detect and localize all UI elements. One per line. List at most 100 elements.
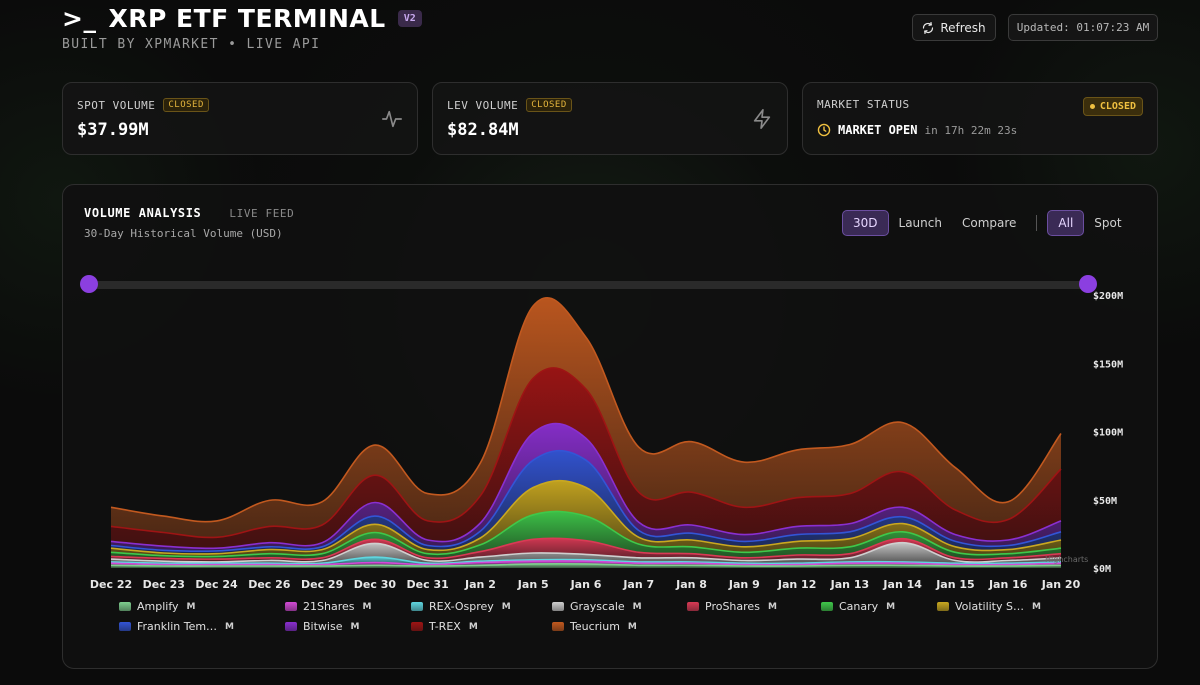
legend-swatch <box>687 602 699 611</box>
x-tick-label: Jan 20 <box>1041 578 1081 591</box>
line-volatility-s- <box>110 479 1062 555</box>
legend-item-t-rex[interactable]: T-REX M <box>411 620 478 633</box>
legend-swatch <box>937 602 949 611</box>
range-slider-end-handle[interactable] <box>1079 275 1097 293</box>
market-open-countdown: MARKET OPEN in 17h 22m 23s <box>817 123 1017 137</box>
panel-subtitle: 30-Day Historical Volume (USD) <box>84 227 283 240</box>
legend-item-canary[interactable]: Canary M <box>821 600 895 613</box>
line-franklin-tem- <box>110 449 1062 553</box>
y-tick-label: $0M <box>1093 564 1111 575</box>
legend-item-amplify[interactable]: Amplify M <box>119 600 196 613</box>
area-t-rex <box>111 367 1061 549</box>
legend-unit: M <box>501 601 511 612</box>
volume-analysis-panel: VOLUME ANALYSIS LIVE FEED 30-Day Histori… <box>62 184 1158 669</box>
line-t-rex <box>110 367 1062 539</box>
legend-label: ProShares <box>705 600 760 613</box>
refresh-button[interactable]: Refresh <box>912 14 996 41</box>
legend-unit: M <box>186 601 196 612</box>
area-amplify <box>111 563 1061 568</box>
range-tabs: 30D Launch Compare All Spot <box>842 210 1132 236</box>
market-status-label: MARKET STATUS <box>817 98 910 111</box>
tab-spot[interactable]: Spot <box>1094 216 1122 230</box>
x-tick-label: Jan 16 <box>988 578 1028 591</box>
legend-item-bitwise[interactable]: Bitwise M <box>285 620 359 633</box>
x-tick-label: Jan 14 <box>882 578 922 591</box>
legend-item-21shares[interactable]: 21Shares M <box>285 600 371 613</box>
panel-title: VOLUME ANALYSIS <box>84 206 202 220</box>
line-grayscale <box>110 541 1062 563</box>
x-tick-label: Dec 23 <box>143 578 185 591</box>
area-volatility-s- <box>111 480 1061 557</box>
tab-all[interactable]: All <box>1047 210 1085 236</box>
app-header: >_ XRP ETF TERMINAL V2 <box>62 4 422 33</box>
legend-item-rex-osprey[interactable]: REX-Osprey M <box>411 600 511 613</box>
legend-unit: M <box>350 621 360 632</box>
tab-launch[interactable]: Launch <box>898 216 942 230</box>
tab-divider <box>1036 215 1038 231</box>
x-tick-label: Dec 29 <box>301 578 343 591</box>
refresh-icon <box>923 21 934 34</box>
legend-label: Franklin Tem… <box>137 620 218 633</box>
lev-volume-value: $82.84M <box>447 120 519 140</box>
legend-label: T-REX <box>429 620 461 633</box>
area-bitwise <box>111 423 1061 552</box>
range-slider-track[interactable] <box>88 281 1088 289</box>
x-tick-label: Jan 12 <box>777 578 816 591</box>
x-tick-label: Jan 2 <box>464 578 496 591</box>
app-subtitle: BUILT BY XPMARKET • LIVE API <box>62 37 321 52</box>
legend-item-franklin-tem-[interactable]: Franklin Tem… M <box>119 620 234 633</box>
area-proshares <box>111 538 1061 563</box>
x-tick-label: Jan 13 <box>830 578 869 591</box>
line-21shares <box>110 560 1062 566</box>
legend-item-grayscale[interactable]: Grayscale M <box>552 600 642 613</box>
refresh-button-label: Refresh <box>940 20 986 35</box>
legend-unit: M <box>767 601 777 612</box>
area-grayscale <box>111 542 1061 564</box>
line-bitwise <box>110 422 1062 550</box>
x-tick-label: Jan 7 <box>622 578 654 591</box>
spot-volume-value: $37.99M <box>77 120 149 140</box>
tab-30d[interactable]: 30D <box>842 210 889 236</box>
legend-item-volatility-s-[interactable]: Volatility S… M <box>937 600 1041 613</box>
legend-swatch <box>285 602 297 611</box>
lev-closed-badge: CLOSED <box>526 98 572 112</box>
spot-volume-label: SPOT VOLUME <box>77 98 156 112</box>
legend-item-proshares[interactable]: ProShares M <box>687 600 777 613</box>
legend-label: Amplify <box>137 600 179 613</box>
area-teucrium <box>111 297 1061 538</box>
y-tick-label: $150M <box>1093 359 1123 370</box>
market-status-card: MARKET STATUS CLOSED MARKET OPEN in 17h … <box>802 82 1158 155</box>
line-proshares <box>110 537 1062 561</box>
legend-label: Bitwise <box>303 620 343 633</box>
updated-timestamp: Updated: 01:07:23 AM <box>1008 14 1158 41</box>
line-amplify <box>110 562 1062 567</box>
area-franklin-tem- <box>111 450 1061 555</box>
market-open-label: MARKET OPEN <box>838 123 918 137</box>
x-tick-label: Jan 6 <box>570 578 602 591</box>
range-slider-start-handle[interactable] <box>80 275 98 293</box>
status-dot-icon <box>1089 104 1095 109</box>
x-tick-label: Dec 24 <box>195 578 238 591</box>
x-tick-label: Jan 15 <box>935 578 974 591</box>
x-tick-label: Dec 22 <box>90 578 132 591</box>
lev-volume-label: LEV VOLUME <box>447 98 519 112</box>
app-title: XRP ETF TERMINAL <box>108 4 386 33</box>
spot-volume-card: SPOT VOLUME CLOSED $37.99M <box>62 82 418 155</box>
legend-swatch <box>821 602 833 611</box>
highcharts-watermark: Highcharts <box>1045 555 1088 564</box>
x-tick-label: Dec 30 <box>354 578 397 591</box>
y-tick-label: $100M <box>1093 428 1123 439</box>
legend-swatch <box>285 622 297 631</box>
y-tick-label: $200M <box>1093 291 1123 302</box>
line-rex-osprey <box>110 556 1062 565</box>
tab-compare[interactable]: Compare <box>961 216 1017 230</box>
volume-area-chart[interactable]: $0M $50M $100M $150M $200M Dec 22 Dec 23 Dec 24… <box>63 185 1159 605</box>
legend-item-teucrium[interactable]: Teucrium M <box>552 620 637 633</box>
y-tick-label: $50M <box>1093 496 1117 507</box>
legend-label: REX-Osprey <box>429 600 494 613</box>
legend-unit: M <box>225 621 235 632</box>
market-closed-text: CLOSED <box>1099 101 1136 112</box>
legend-label: Grayscale <box>570 600 625 613</box>
x-tick-label: Jan 9 <box>728 578 760 591</box>
legend-unit: M <box>362 601 372 612</box>
